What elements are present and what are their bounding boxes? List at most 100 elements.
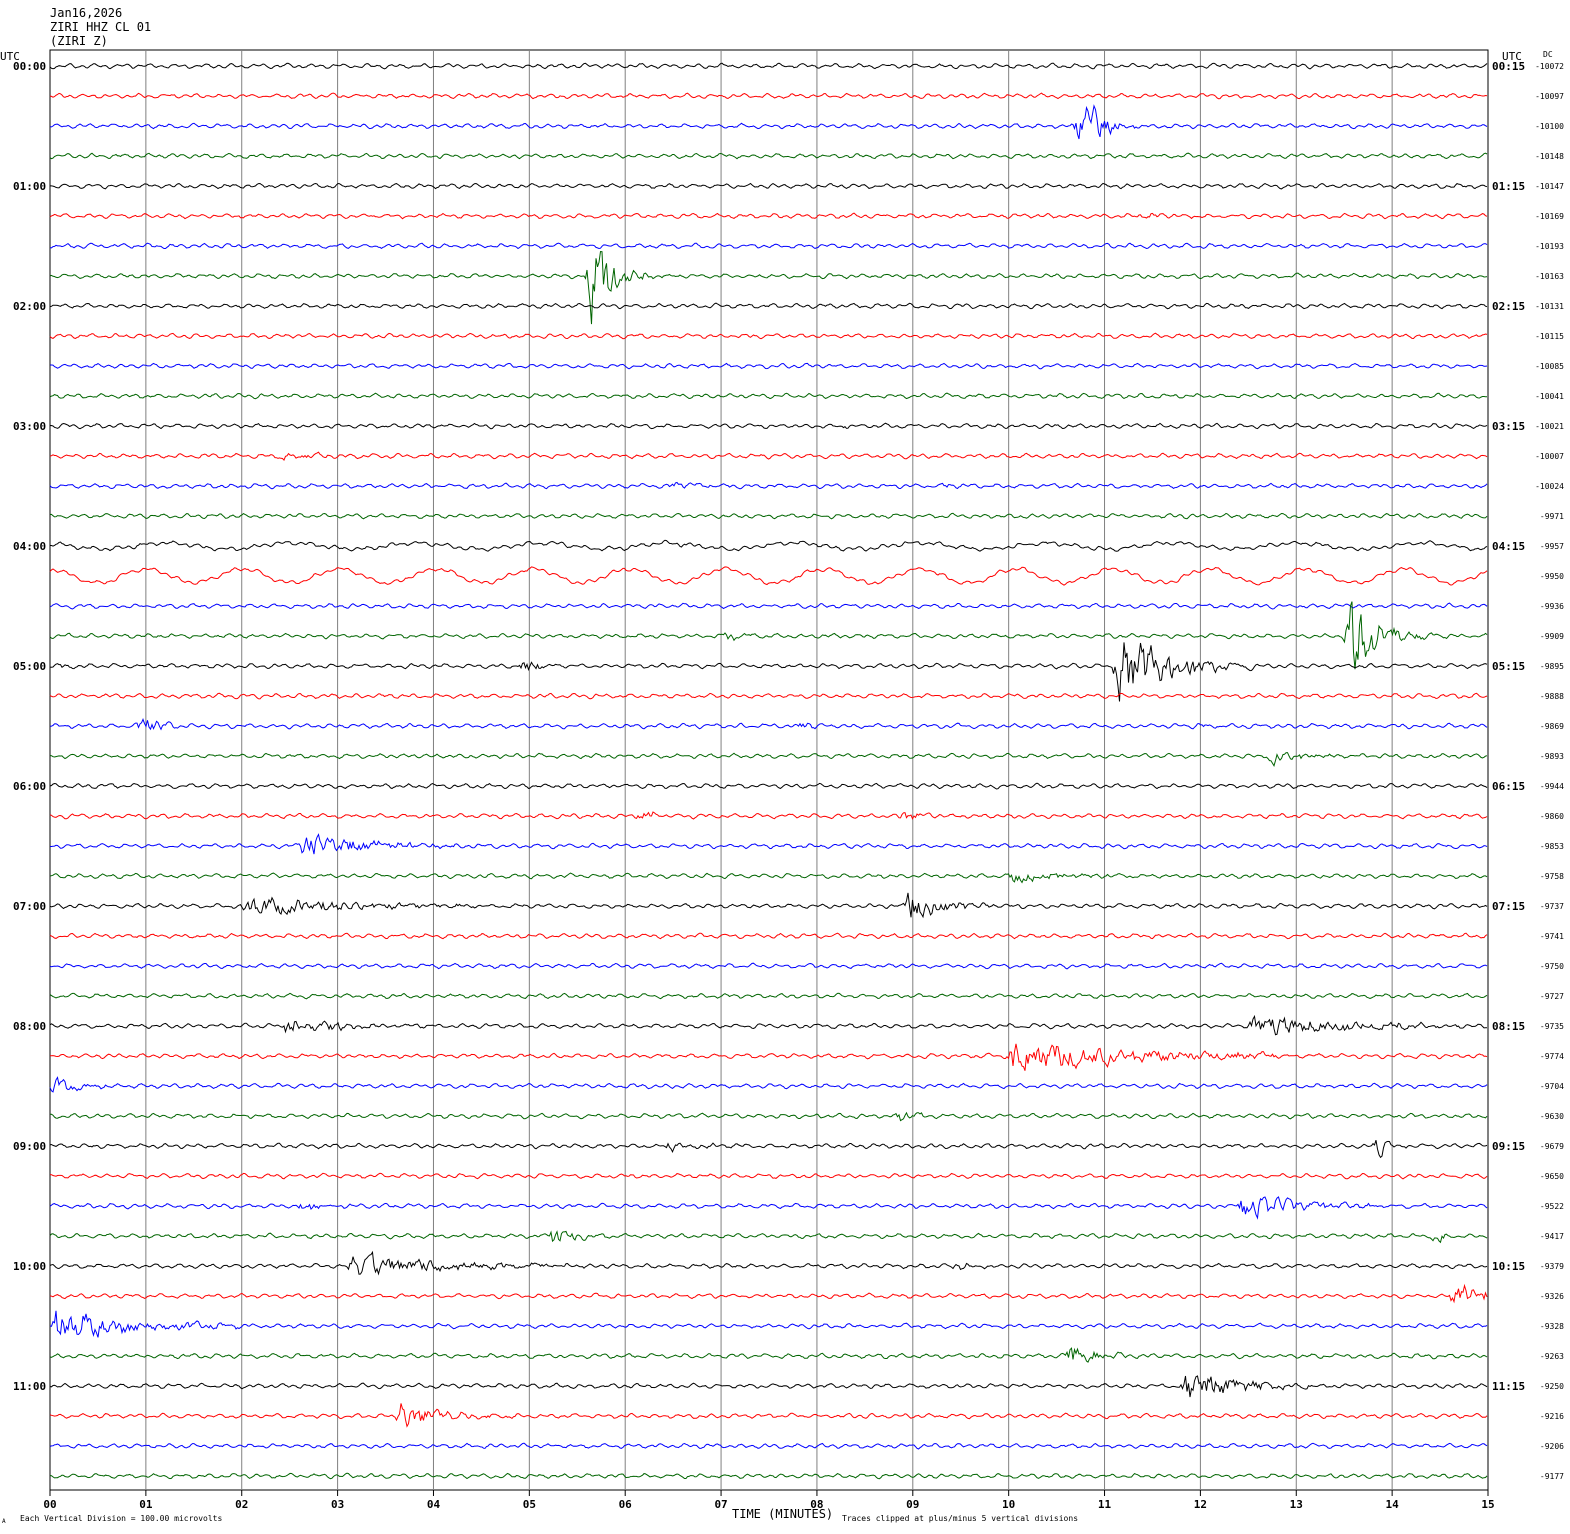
left-time-label: 03:00 — [13, 420, 46, 433]
trace-row-43 — [49, 1347, 1488, 1363]
right-time-label: 08:15 — [1492, 1020, 1525, 1033]
dc-offset-label: -9704 — [1540, 1082, 1564, 1091]
right-time-label: 04:15 — [1492, 540, 1525, 553]
trace-row-23 — [49, 752, 1488, 768]
right-axis-label: UTC — [1502, 50, 1522, 63]
trace-row-17 — [49, 566, 1488, 586]
trace-row-13 — [49, 451, 1488, 462]
trace-row-34 — [49, 1076, 1488, 1093]
left-time-label: 10:00 — [13, 1260, 46, 1273]
trace-row-9 — [49, 332, 1488, 340]
x-tick-label: 14 — [1386, 1498, 1400, 1511]
trace-row-44 — [49, 1375, 1488, 1398]
x-tick-label: 15 — [1481, 1498, 1494, 1511]
trace-row-18 — [49, 602, 1488, 610]
trace-row-22 — [49, 718, 1488, 731]
trace-row-37 — [49, 1172, 1488, 1180]
dc-offset-label: -9971 — [1540, 512, 1564, 521]
dc-offset-label: -9957 — [1540, 542, 1564, 551]
x-axis-title: TIME (MINUTES) — [732, 1507, 833, 1521]
trace-row-14 — [49, 481, 1488, 490]
left-time-label: 09:00 — [13, 1140, 46, 1153]
trace-row-19 — [49, 601, 1488, 670]
trace-row-25 — [49, 811, 1488, 820]
dc-offset-label: -10115 — [1535, 332, 1564, 341]
dc-offset-label: -9944 — [1540, 782, 1564, 791]
left-time-label: 08:00 — [13, 1020, 46, 1033]
dc-offset-label: -9888 — [1540, 692, 1564, 701]
trace-row-42 — [49, 1310, 1488, 1338]
right-time-label: 06:15 — [1492, 780, 1525, 793]
dc-offset-label: -9950 — [1540, 572, 1564, 581]
left-time-label: 02:00 — [13, 300, 46, 313]
trace-row-7 — [49, 250, 1488, 325]
dc-offset-label: -9206 — [1540, 1442, 1564, 1451]
left-time-label: 05:00 — [13, 660, 46, 673]
dc-offset-label: -9216 — [1540, 1412, 1564, 1421]
trace-row-21 — [49, 692, 1488, 700]
trace-row-40 — [49, 1250, 1488, 1276]
trace-row-39 — [49, 1230, 1488, 1244]
dc-offset-label: -9417 — [1540, 1232, 1564, 1241]
dc-offset-label: -9650 — [1540, 1172, 1564, 1181]
dc-offset-label: -9263 — [1540, 1352, 1564, 1361]
dc-offset-label: -10163 — [1535, 272, 1564, 281]
clip-note: Traces clipped at plus/minus 5 vertical … — [842, 1514, 1078, 1523]
seismic-traces — [49, 62, 1488, 1480]
left-time-label: 11:00 — [13, 1380, 46, 1393]
right-time-label: 11:15 — [1492, 1380, 1525, 1393]
trace-row-11 — [49, 392, 1487, 400]
dc-offset-label: -10131 — [1535, 302, 1564, 311]
x-tick-label: 01 — [139, 1498, 153, 1511]
dc-offset-label: -9630 — [1540, 1112, 1564, 1121]
trace-row-1 — [49, 92, 1488, 100]
x-tick-label: 02 — [235, 1498, 248, 1511]
dc-offset-label: -10193 — [1535, 242, 1564, 251]
trace-row-41 — [49, 1283, 1488, 1304]
trace-row-0 — [49, 62, 1488, 70]
dc-offset-label: -10097 — [1535, 92, 1564, 101]
right-time-label: 07:15 — [1492, 900, 1525, 913]
trace-row-2 — [49, 104, 1488, 140]
dc-offset-label: -9895 — [1540, 662, 1564, 671]
dc-offset-label: -9379 — [1540, 1262, 1564, 1271]
dc-offset-labels: -10072 -10097 -10100 -10148 -10147 -10169 -101… — [1535, 62, 1564, 1481]
trace-row-3 — [49, 152, 1488, 160]
dc-offset-label: -10024 — [1535, 482, 1564, 491]
x-tick-label: 12 — [1194, 1498, 1207, 1511]
left-time-label: 01:00 — [13, 180, 46, 193]
right-time-label: 03:15 — [1492, 420, 1525, 433]
trace-row-46 — [49, 1442, 1488, 1450]
dc-offset-label: -9522 — [1540, 1202, 1564, 1211]
scale-note: Each Vertical Division = 100.00 microvol… — [20, 1514, 222, 1523]
dc-offset-label: -9326 — [1540, 1292, 1564, 1301]
right-time-label: 00:15 — [1492, 60, 1525, 73]
trace-row-15 — [49, 512, 1488, 520]
dc-offset-label: -10072 — [1535, 62, 1564, 71]
trace-row-27 — [49, 872, 1488, 884]
x-tick-label: 08 — [810, 1498, 823, 1511]
x-tick-label: 10 — [1002, 1498, 1015, 1511]
trace-row-29 — [49, 932, 1488, 940]
dc-offset-label: -9893 — [1540, 752, 1564, 761]
right-time-label: 01:15 — [1492, 180, 1525, 193]
trace-row-26 — [50, 833, 1488, 855]
dc-offset-label: -10085 — [1535, 362, 1564, 371]
dc-offset-label: -10169 — [1535, 212, 1564, 221]
header-date: Jan16,2026 — [50, 6, 122, 20]
dc-offset-label: -9737 — [1540, 902, 1564, 911]
x-tick-label: 07 — [714, 1498, 727, 1511]
trace-row-10 — [50, 362, 1488, 370]
x-tick-label: 09 — [906, 1498, 919, 1511]
right-time-labels: 00:15 01:15 02:15 03:15 04:15 05:15 06:15 07:15… — [1492, 60, 1525, 1393]
dc-offset-label: -9774 — [1540, 1052, 1564, 1061]
trace-row-16 — [50, 539, 1488, 552]
trace-row-28 — [49, 892, 1488, 919]
header-station-code: (ZIRI Z) — [50, 34, 108, 48]
trace-row-38 — [49, 1196, 1488, 1220]
trace-row-36 — [49, 1140, 1488, 1159]
trace-row-31 — [49, 992, 1488, 1000]
dc-label: DC — [1543, 50, 1553, 59]
dc-offset-label: -9250 — [1540, 1382, 1564, 1391]
